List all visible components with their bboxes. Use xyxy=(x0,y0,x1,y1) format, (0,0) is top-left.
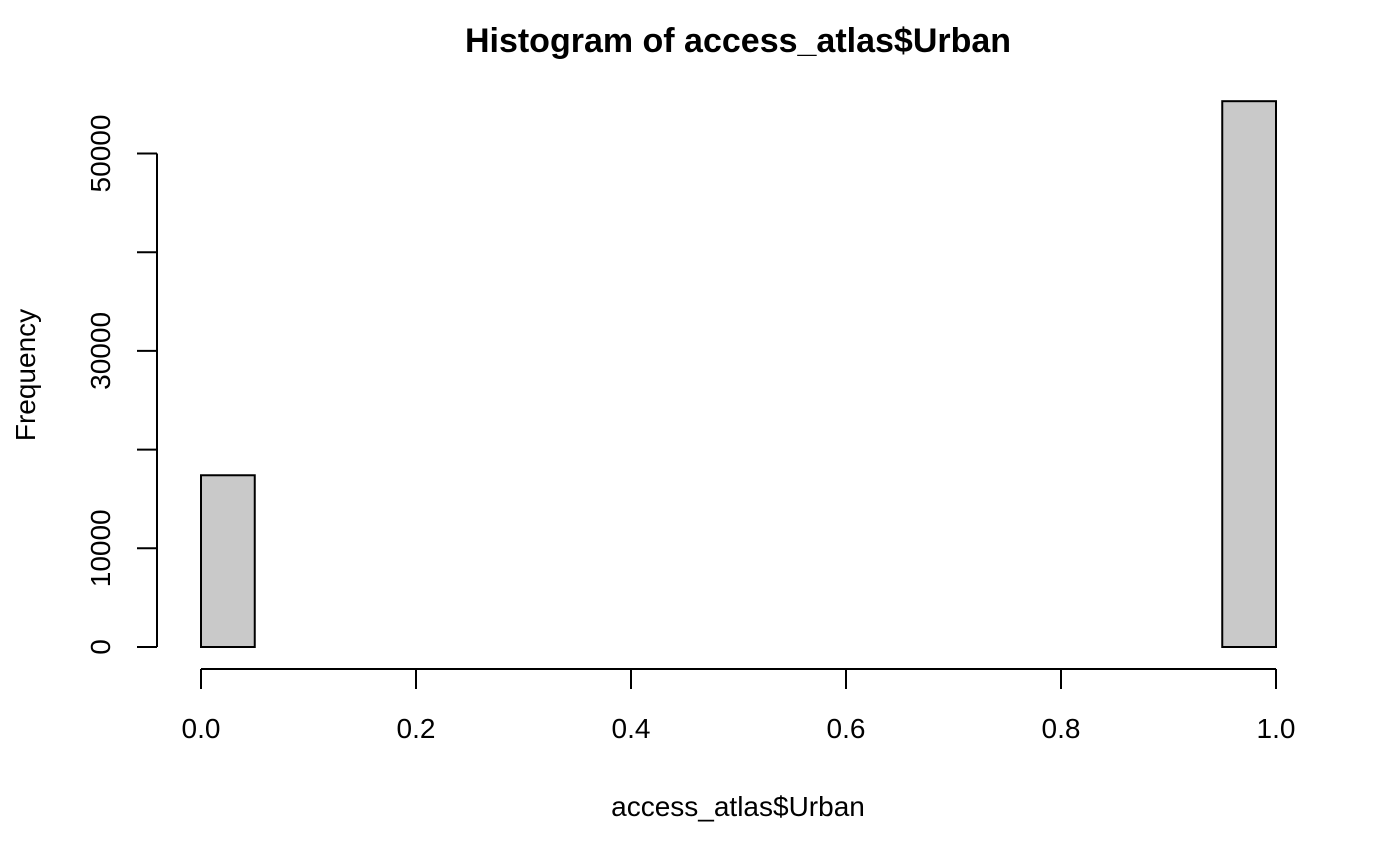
y-tick-label-5: 50000 xyxy=(85,115,116,193)
x-axis: 0.0 0.2 0.4 0.6 0.8 1.0 xyxy=(182,668,1296,744)
y-tick-label-3: 30000 xyxy=(85,312,116,390)
y-tick-label-1: 10000 xyxy=(85,509,116,587)
histogram-bar-19 xyxy=(1221,100,1277,648)
x-tick-label-4: 0.8 xyxy=(1042,713,1081,744)
x-axis-title: access_atlas$Urban xyxy=(611,791,865,822)
chart-title: Histogram of access_atlas$Urban xyxy=(465,22,1011,60)
x-tick-label-5: 1.0 xyxy=(1257,713,1296,744)
x-tick-label-2: 0.4 xyxy=(612,713,651,744)
histogram-bar-0 xyxy=(200,474,256,648)
y-axis-title: Frequency xyxy=(10,309,41,441)
x-tick-label-3: 0.6 xyxy=(827,713,866,744)
bars-group xyxy=(200,100,1277,648)
x-tick-label-1: 0.2 xyxy=(397,713,436,744)
y-axis: 0 10000 30000 50000 xyxy=(85,115,158,655)
y-tick-label-0: 0 xyxy=(85,639,116,655)
x-tick-label-0: 0.0 xyxy=(182,713,221,744)
